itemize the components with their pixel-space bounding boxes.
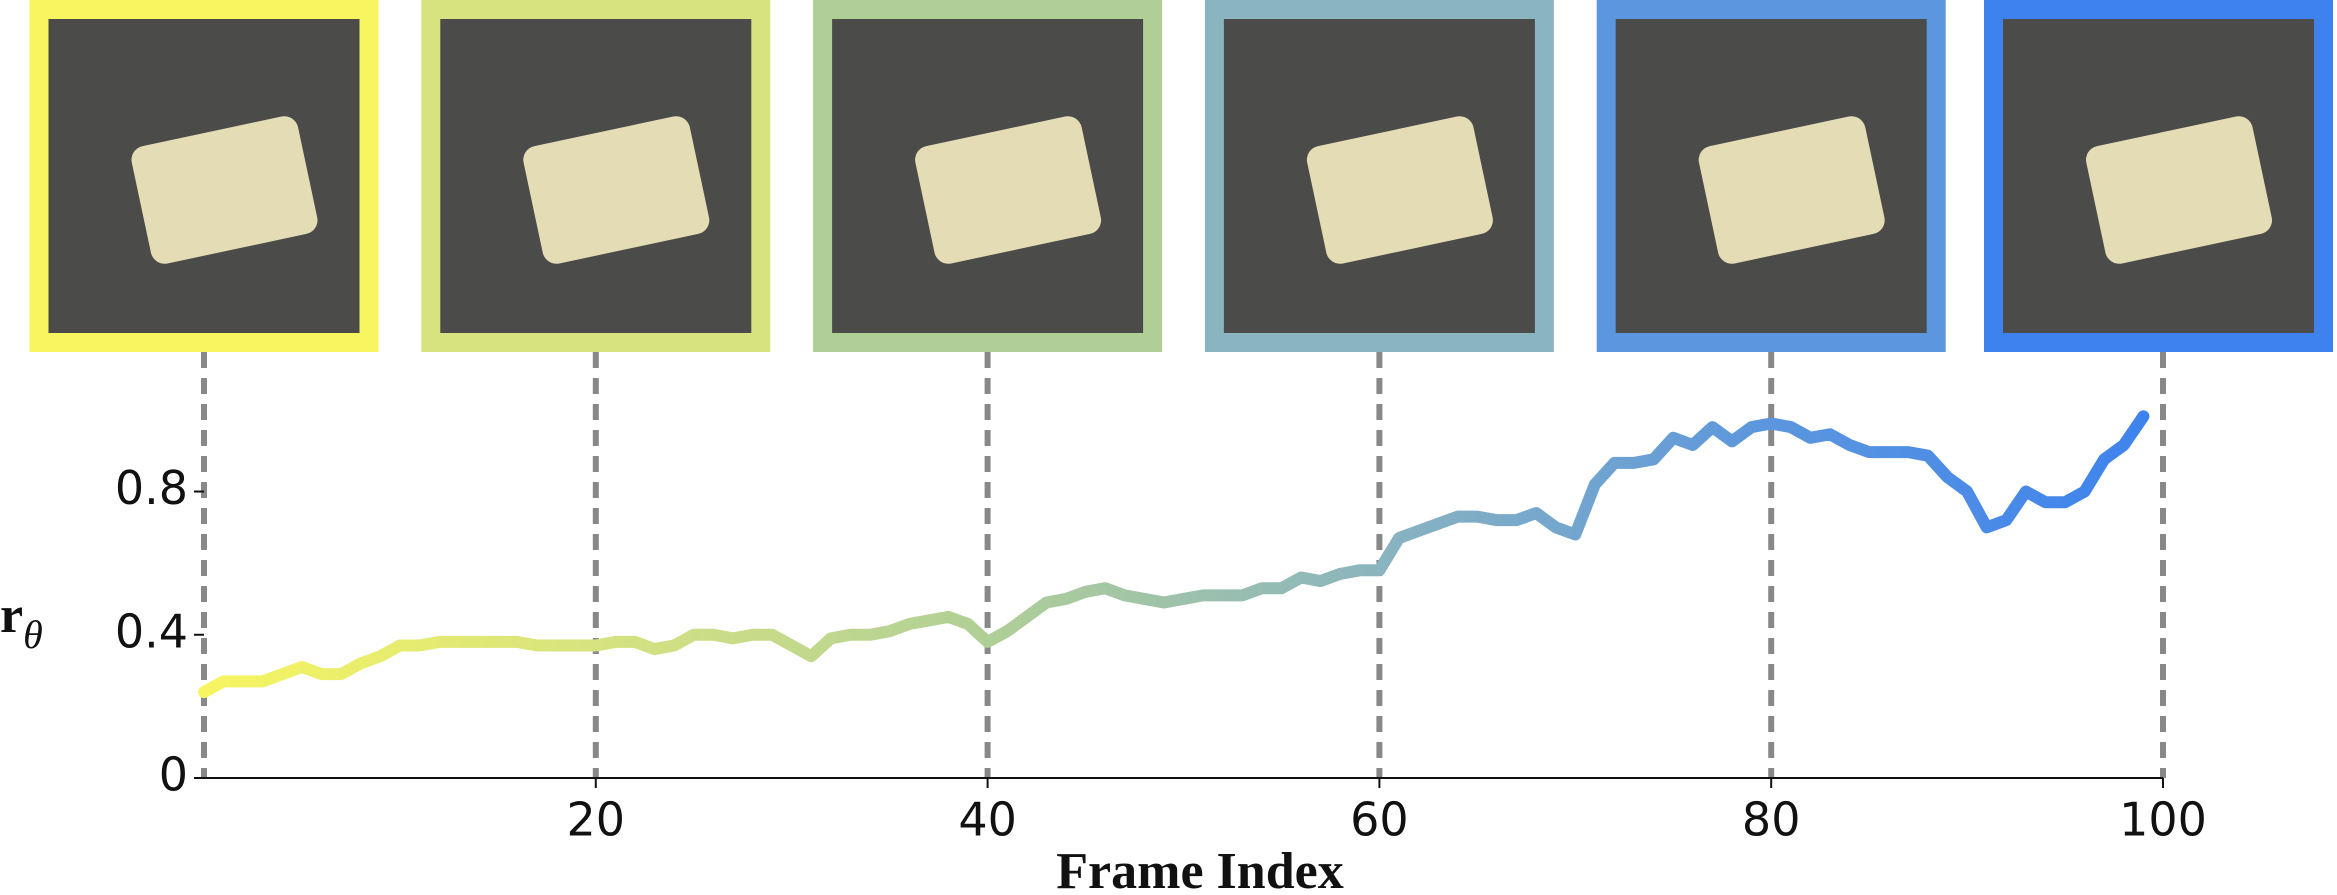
x-tick-label: 60 [1350,793,1409,847]
x-tick-label: 100 [2119,793,2207,847]
y-tick-label: 0.8 [115,461,188,515]
cutting-board [2085,116,2273,264]
y-label-sub: θ [23,612,43,657]
cutting-board [915,116,1102,264]
x-tick-label: 20 [567,793,626,847]
x-tick-label: 40 [958,793,1017,847]
y-tick-label: 0.4 [115,604,188,658]
cutting-board [1698,116,1885,264]
x-tick-label: 80 [1742,793,1801,847]
y-tick-label: 0 [159,748,188,802]
cutting-board [131,116,318,264]
score-line [198,410,2150,699]
cutting-board [523,116,710,264]
cutting-board [1306,116,1493,264]
x-axis-label: Frame Index [1056,843,1343,895]
y-label-base: r [0,587,23,644]
y-axis-label: rθ [0,587,43,657]
